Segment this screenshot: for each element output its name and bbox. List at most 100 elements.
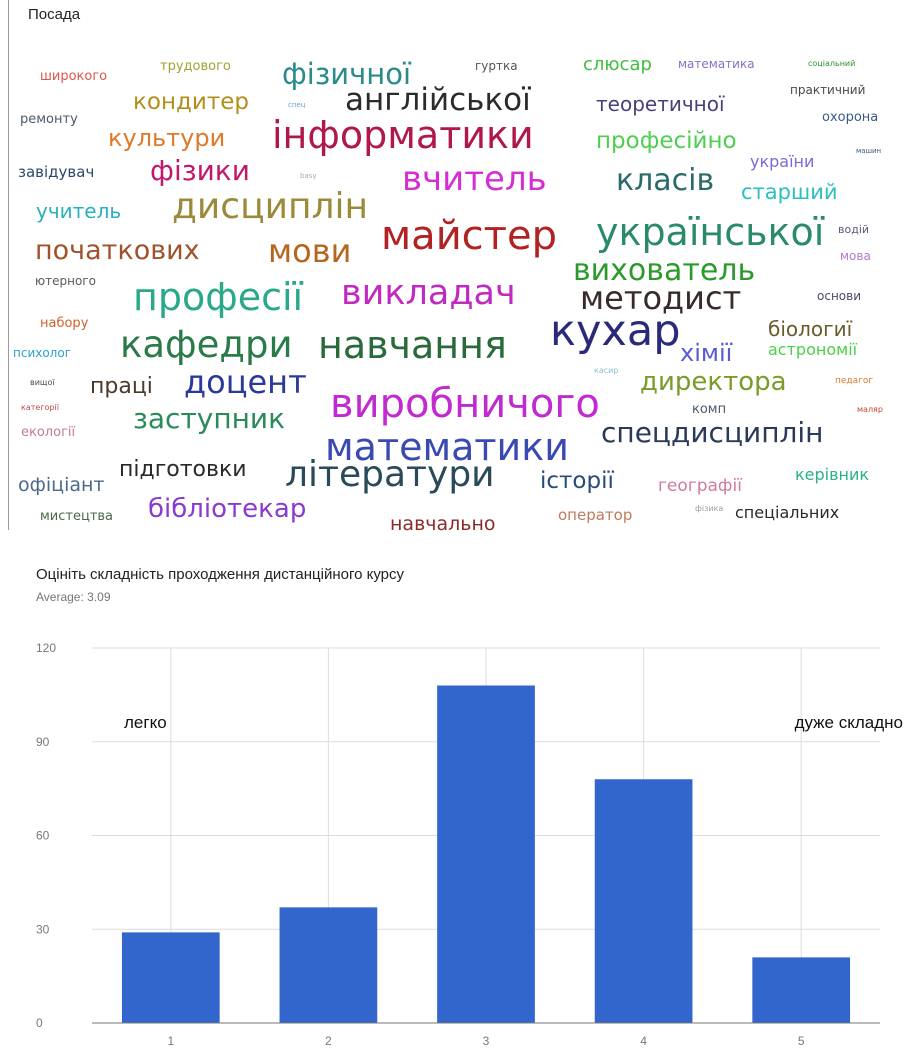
wordcloud-word: праці — [90, 374, 153, 399]
wordcloud-word: широкого — [40, 69, 107, 84]
wordcloud-word: біологиї — [768, 317, 853, 341]
wordcloud-word: категорії — [21, 403, 60, 412]
wordcloud-word: української — [596, 210, 825, 254]
wordcloud-word: касир — [594, 366, 618, 375]
wordcloud-word: учитель — [36, 199, 121, 223]
wordcloud-word: дисциплін — [172, 186, 368, 227]
wordcloud-word: гуртка — [475, 59, 518, 73]
wordcloud-word: теоретичної — [596, 92, 725, 116]
wordcloud-word: україни — [750, 152, 814, 171]
wordcloud-word: набору — [40, 316, 89, 331]
x-tick-label: 5 — [798, 1034, 805, 1048]
x-tick-label: 4 — [640, 1034, 647, 1048]
wordcloud-word: професії — [133, 275, 304, 319]
wordcloud-word: кухар — [550, 306, 681, 356]
wordcloud-word: класів — [616, 163, 714, 198]
wordcloud-word: математики — [325, 425, 569, 469]
wordcloud-word: літератури — [285, 454, 495, 495]
wordcloud-word: маляр — [857, 405, 883, 414]
wordcloud-word: офіціант — [18, 474, 105, 496]
wordcloud-word: практичний — [790, 83, 865, 97]
annotation-very-hard: дуже складно — [795, 713, 903, 732]
y-tick-label: 60 — [36, 829, 50, 843]
wordcloud-word: мови — [268, 232, 351, 270]
wordcloud-word: вихователь — [573, 253, 755, 288]
wordcloud-word: основи — [817, 289, 861, 303]
wordcloud-word: майстер — [381, 213, 557, 259]
wordcloud-word: астрономії — [768, 340, 858, 359]
wordcloud-word: соціальний — [808, 59, 855, 68]
wordcloud-word: оператор — [558, 506, 632, 524]
wordcloud-word: підготовки — [119, 457, 247, 482]
wordcloud-word: завідувач — [18, 163, 94, 181]
wordcloud-word: basy — [300, 172, 317, 180]
wordcloud-word: водій — [838, 223, 869, 236]
wordcloud-word: вчитель — [402, 159, 547, 199]
bar — [121, 932, 220, 1023]
wordcloud-word: психолог — [13, 346, 71, 360]
x-tick-label: 1 — [167, 1034, 174, 1048]
wordcloud-word: доцент — [184, 363, 307, 401]
chart-average: Average: 3.09 — [36, 590, 111, 604]
wordcloud-word: ютерного — [35, 274, 96, 288]
wordcloud-word: мова — [840, 249, 871, 263]
chart-average-label: Average: — [36, 590, 84, 604]
wordcloud-word: керівник — [795, 465, 869, 484]
wordcloud-word: вищої — [30, 378, 55, 387]
annotation-easy: легко — [124, 713, 167, 732]
wordcloud-word: навчально — [390, 513, 496, 535]
wordcloud-canvas: широкого трудового фізичної гуртка слюсар мат… — [13, 54, 883, 535]
wordcloud-word: фізика — [695, 504, 723, 513]
wordcloud-word: директора — [640, 367, 787, 397]
wordcloud-word: методист — [580, 279, 741, 317]
wordcloud-word: ремонту — [20, 112, 78, 127]
y-tick-label: 120 — [36, 641, 56, 655]
wordcloud-word: бібліотекар — [148, 494, 306, 524]
wordcloud-word: слюсар — [583, 54, 652, 75]
wordcloud-word: культури — [108, 124, 225, 152]
x-tick-label: 2 — [325, 1034, 332, 1048]
wordcloud-left-border — [8, 0, 9, 530]
wordcloud-word: старший — [741, 180, 838, 204]
wordcloud-word: хімії — [680, 339, 733, 367]
wordcloud-word: початкових — [35, 235, 200, 266]
wordcloud-word: машин — [856, 147, 881, 155]
wordcloud-word: кафедри — [120, 323, 293, 366]
wordcloud-word: географії — [658, 476, 742, 496]
wordcloud-word: фізичної — [282, 57, 412, 91]
bar — [752, 957, 851, 1023]
wordcloud-word: англійської — [345, 82, 531, 118]
wordcloud-word: навчання — [318, 323, 507, 367]
wordcloud-word: фізики — [150, 154, 250, 187]
wordcloud-word: заступник — [133, 402, 285, 435]
wordcloud-word: спец — [288, 101, 306, 109]
wordcloud-word: виробничого — [330, 381, 600, 427]
wordcloud-word: екології — [21, 425, 76, 440]
wordcloud-word: математика — [678, 57, 755, 71]
y-tick-label: 90 — [36, 735, 50, 749]
bar-chart-panel: Оцініть складність проходження дистанцій… — [0, 560, 907, 1055]
wordcloud-word: трудового — [160, 59, 231, 74]
wordcloud-word: педагог — [835, 376, 873, 386]
wordcloud-word: викладач — [341, 273, 516, 313]
x-tick-label: 3 — [483, 1034, 490, 1048]
wordcloud-word: спецдисциплін — [601, 416, 823, 449]
wordcloud-word: мистецтва — [40, 509, 113, 524]
wordcloud-word: кондитер — [133, 89, 249, 115]
bar — [437, 685, 535, 1023]
wordcloud-panel: широкого трудового фізичної гуртка слюсар мат… — [8, 0, 883, 535]
bar — [594, 779, 693, 1023]
wordcloud-word: історії — [540, 468, 614, 494]
wordcloud-title: Посада — [28, 6, 81, 23]
wordcloud-word: інформатики — [272, 113, 534, 157]
wordcloud-word: комп — [692, 402, 726, 417]
bar-chart-canvas: 0 30 60 90 120 1 2 3 4 5 легко дуже складно — [36, 641, 903, 1048]
wordcloud-word: професійно — [596, 128, 737, 154]
wordcloud-word: спеціальних — [735, 503, 839, 522]
chart-average-value: 3.09 — [87, 590, 111, 604]
wordcloud-word: охорона — [822, 110, 878, 125]
y-tick-label: 30 — [36, 922, 50, 936]
chart-title: Оцініть складність проходження дистанцій… — [36, 566, 405, 583]
y-tick-label: 0 — [36, 1016, 43, 1030]
bar — [279, 907, 378, 1023]
